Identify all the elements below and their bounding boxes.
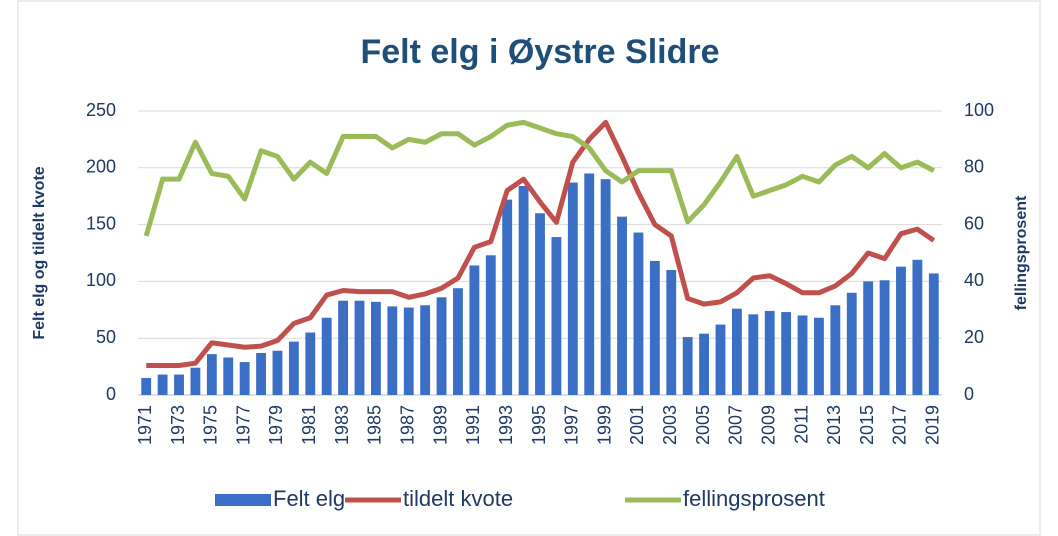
x-tick-label: 2013 bbox=[824, 405, 844, 445]
bar bbox=[551, 237, 562, 395]
line bbox=[146, 119, 936, 368]
bar bbox=[699, 333, 710, 395]
y-axis-title: Felt elg og tildelt kvote bbox=[31, 166, 48, 339]
bar bbox=[715, 324, 726, 395]
x-tick-label: 1983 bbox=[332, 405, 352, 445]
bar bbox=[896, 266, 906, 395]
x-tick-label: 1989 bbox=[430, 405, 450, 445]
bar bbox=[420, 305, 431, 395]
bar bbox=[649, 260, 660, 395]
bar bbox=[600, 179, 611, 395]
y2-tick-label: 20 bbox=[964, 327, 984, 347]
legend-label: tildelt kvote bbox=[403, 486, 513, 511]
bar bbox=[518, 185, 529, 395]
bar bbox=[912, 259, 923, 395]
x-tick-label: 1979 bbox=[266, 405, 286, 445]
x-tick-label: 1999 bbox=[594, 405, 614, 445]
y-tick-label: 0 bbox=[106, 384, 116, 404]
bar bbox=[436, 297, 447, 395]
bar bbox=[633, 232, 644, 395]
bar bbox=[141, 377, 152, 395]
bar bbox=[666, 270, 677, 395]
x-tick-label: 2015 bbox=[857, 405, 877, 445]
bar bbox=[305, 332, 316, 395]
x-tick-label: 1971 bbox=[135, 405, 155, 445]
bar bbox=[239, 362, 250, 395]
y-tick-label: 200 bbox=[86, 157, 116, 177]
bar bbox=[157, 374, 168, 395]
x-tick-label: 1991 bbox=[463, 405, 483, 445]
bar bbox=[272, 350, 283, 395]
chart-frame bbox=[17, 0, 1041, 536]
y2-axis-title: fellingsprosent bbox=[1013, 195, 1030, 310]
bar bbox=[830, 305, 841, 395]
bar bbox=[387, 306, 398, 395]
bar bbox=[174, 374, 184, 395]
bar bbox=[338, 300, 349, 395]
x-tick-label: 1997 bbox=[562, 405, 582, 445]
bar bbox=[567, 182, 578, 395]
x-tick-label: 1973 bbox=[168, 405, 188, 445]
x-tick-label: 2003 bbox=[660, 405, 680, 445]
bar bbox=[682, 337, 693, 395]
bar bbox=[469, 265, 480, 395]
bar bbox=[879, 280, 890, 395]
bar bbox=[781, 312, 792, 395]
bar bbox=[764, 310, 775, 395]
bar bbox=[535, 213, 545, 395]
bar bbox=[928, 273, 939, 395]
bar bbox=[485, 255, 496, 395]
y2-tick-label: 40 bbox=[964, 270, 984, 290]
x-tick-label: 1975 bbox=[201, 405, 221, 445]
x-tick-label: 2011 bbox=[791, 405, 811, 444]
bar bbox=[846, 292, 857, 395]
y-tick-label: 150 bbox=[86, 213, 116, 233]
bar bbox=[617, 216, 627, 395]
bar bbox=[863, 281, 874, 395]
bar bbox=[354, 300, 365, 395]
y-tick-label: 250 bbox=[86, 100, 116, 120]
chart-title: Felt elg i Øystre Slidre bbox=[360, 33, 719, 71]
x-tick-label: 2009 bbox=[758, 405, 778, 445]
bar bbox=[321, 317, 332, 395]
bar bbox=[453, 288, 463, 395]
x-tick-label: 1977 bbox=[233, 405, 253, 445]
y-tick-label: 100 bbox=[86, 270, 116, 290]
bar bbox=[223, 357, 234, 395]
y2-tick-label: 100 bbox=[964, 100, 994, 120]
bar bbox=[288, 341, 299, 395]
legend-label: Felt elg bbox=[273, 486, 345, 511]
legend-label: fellingsprosent bbox=[683, 486, 825, 511]
x-tick-label: 1985 bbox=[365, 405, 385, 445]
bar bbox=[797, 315, 808, 395]
bar bbox=[370, 301, 381, 395]
bar bbox=[502, 199, 513, 395]
bar bbox=[403, 307, 414, 395]
y2-tick-label: 80 bbox=[964, 157, 984, 177]
x-tick-label: 2001 bbox=[627, 405, 647, 445]
bar bbox=[748, 314, 759, 395]
y2-tick-label: 60 bbox=[964, 213, 984, 233]
bar bbox=[256, 352, 266, 395]
bar bbox=[731, 308, 742, 395]
line bbox=[143, 119, 935, 237]
x-tick-label: 2017 bbox=[890, 405, 910, 445]
x-tick-label: 2019 bbox=[923, 405, 943, 445]
x-tick-label: 1981 bbox=[299, 405, 319, 445]
x-tick-label: 2005 bbox=[693, 405, 713, 445]
bar bbox=[206, 354, 217, 395]
y2-tick-label: 0 bbox=[964, 384, 974, 404]
legend-swatch bbox=[215, 494, 271, 506]
x-tick-label: 1993 bbox=[496, 405, 516, 445]
bar bbox=[814, 317, 824, 395]
y-tick-label: 50 bbox=[96, 327, 116, 347]
bar bbox=[584, 173, 595, 395]
x-tick-label: 1987 bbox=[397, 405, 417, 445]
x-tick-label: 2007 bbox=[726, 405, 746, 445]
bar bbox=[190, 367, 201, 395]
x-tick-label: 1995 bbox=[529, 405, 549, 445]
